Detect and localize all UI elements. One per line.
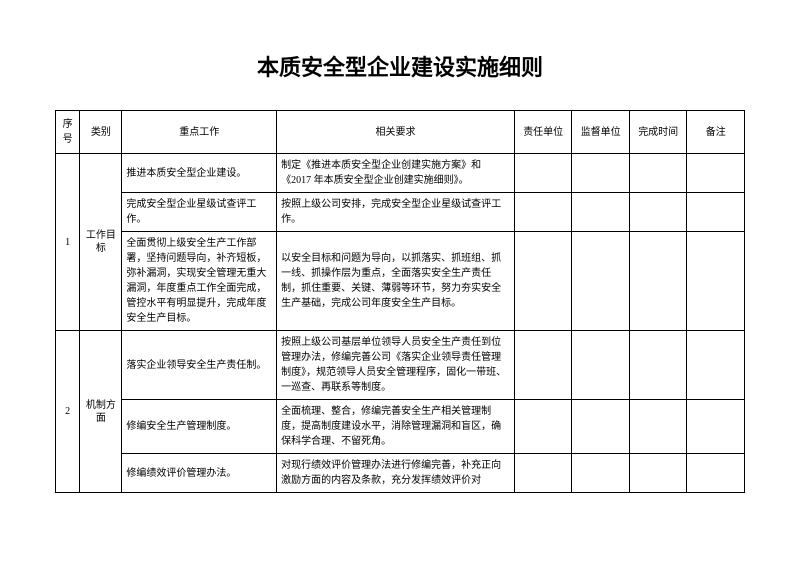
cell-remark <box>687 154 745 193</box>
cell-remark <box>687 232 745 331</box>
cell-requirement: 全面梳理、整合，修编完善安全生产相关管理制度，提高制度建设水平，消除管理漏洞和盲… <box>277 400 515 454</box>
header-seq: 序号 <box>56 111 80 154</box>
cell-keywork: 修编安全生产管理制度。 <box>122 400 277 454</box>
cell-completion <box>629 400 687 454</box>
cell-requirement: 按照上级公司安排，完成安全型企业星级试查评工作。 <box>277 193 515 232</box>
cell-supervisor <box>572 331 630 400</box>
cell-remark <box>687 331 745 400</box>
table-row: 完成安全型企业星级试查评工作。 按照上级公司安排，完成安全型企业星级试查评工作。 <box>56 193 745 232</box>
cell-completion <box>629 154 687 193</box>
cell-responsible <box>514 454 572 493</box>
cell-completion <box>629 232 687 331</box>
cell-seq: 2 <box>56 331 80 493</box>
header-supervisor: 监督单位 <box>572 111 630 154</box>
cell-supervisor <box>572 400 630 454</box>
table-row: 修编安全生产管理制度。 全面梳理、整合，修编完善安全生产相关管理制度，提高制度建… <box>56 400 745 454</box>
table-row: 2 机制方面 落实企业领导安全生产责任制。 按照上级公司基层单位领导人员安全生产… <box>56 331 745 400</box>
page-title: 本质安全型企业建设实施细则 <box>55 50 745 82</box>
header-responsible: 责任单位 <box>514 111 572 154</box>
cell-responsible <box>514 400 572 454</box>
cell-remark <box>687 454 745 493</box>
cell-supervisor <box>572 454 630 493</box>
header-category: 类别 <box>80 111 122 154</box>
cell-responsible <box>514 232 572 331</box>
cell-requirement: 制定《推进本质安全型企业创建实施方案》和《2017 年本质安全型企业创建实施细则… <box>277 154 515 193</box>
cell-supervisor <box>572 232 630 331</box>
cell-responsible <box>514 331 572 400</box>
cell-keywork: 推进本质安全型企业建设。 <box>122 154 277 193</box>
cell-responsible <box>514 154 572 193</box>
cell-category: 机制方面 <box>80 331 122 493</box>
cell-keywork: 全面贯彻上级安全生产工作部署，坚持问题导向，补齐短板，弥补漏洞，实现安全管理无重… <box>122 232 277 331</box>
table-row: 1 工作目标 推进本质安全型企业建设。 制定《推进本质安全型企业创建实施方案》和… <box>56 154 745 193</box>
rules-table: 序号 类别 重点工作 相关要求 责任单位 监督单位 完成时间 备注 1 工作目标… <box>55 110 745 493</box>
cell-completion <box>629 331 687 400</box>
header-requirement: 相关要求 <box>277 111 515 154</box>
cell-completion <box>629 454 687 493</box>
cell-seq: 1 <box>56 154 80 331</box>
header-remark: 备注 <box>687 111 745 154</box>
cell-keywork: 落实企业领导安全生产责任制。 <box>122 331 277 400</box>
cell-requirement: 对现行绩效评价管理办法进行修编完善，补充正向激励方面的内容及条款，充分发挥绩效评… <box>277 454 515 493</box>
cell-requirement: 以安全目标和问题为导向，以抓落实、抓班组、抓一线、抓操作层为重点，全面落实安全生… <box>277 232 515 331</box>
table-row: 全面贯彻上级安全生产工作部署，坚持问题导向，补齐短板，弥补漏洞，实现安全管理无重… <box>56 232 745 331</box>
cell-remark <box>687 193 745 232</box>
cell-remark <box>687 400 745 454</box>
header-keywork: 重点工作 <box>122 111 277 154</box>
cell-supervisor <box>572 193 630 232</box>
table-header-row: 序号 类别 重点工作 相关要求 责任单位 监督单位 完成时间 备注 <box>56 111 745 154</box>
cell-completion <box>629 193 687 232</box>
cell-requirement: 按照上级公司基层单位领导人员安全生产责任到位管理办法，修编完善公司《落实企业领导… <box>277 331 515 400</box>
table-row: 修编绩效评价管理办法。 对现行绩效评价管理办法进行修编完善，补充正向激励方面的内… <box>56 454 745 493</box>
cell-keywork: 修编绩效评价管理办法。 <box>122 454 277 493</box>
cell-keywork: 完成安全型企业星级试查评工作。 <box>122 193 277 232</box>
cell-supervisor <box>572 154 630 193</box>
cell-responsible <box>514 193 572 232</box>
header-completion: 完成时间 <box>629 111 687 154</box>
cell-category: 工作目标 <box>80 154 122 331</box>
